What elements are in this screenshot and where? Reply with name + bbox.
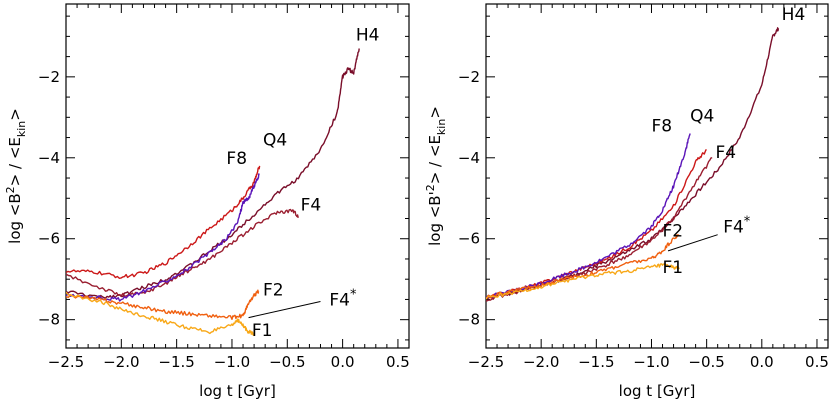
x-tick-label: 0.0 [750,353,774,371]
curve-label-f2: F2 [263,280,284,300]
y-tick-label: −4 [458,149,480,167]
series-line-f1 [66,291,255,337]
x-tick-label: −2.0 [523,353,559,371]
x-tick-label: −0.5 [688,353,724,371]
x-tick-label: −1.0 [633,353,669,371]
series-line-f2 [66,289,260,320]
x-axis-label: log t [Gyr] [199,382,276,400]
series-line-h4 [66,48,360,299]
series-line-f1 [486,263,680,300]
x-tick-label: 0.5 [805,353,829,371]
series-line-f8 [66,173,260,302]
curve-label-f8: F8 [226,149,247,169]
y-axis-label: log <B2> / <Ekin> [4,108,28,244]
y-tick-label: −8 [38,311,60,329]
curve-label-f4: F4 [715,143,736,163]
curve-label-f1: F1 [252,321,273,341]
x-tick-label: 0.0 [331,353,355,371]
curve-label-q4: Q4 [263,131,287,151]
curve-label-q4: Q4 [690,106,714,126]
x-tick-label: −2.5 [48,353,84,371]
series-line-q4 [486,149,707,299]
curve-label-f2: F2 [663,222,684,242]
y-tick-label: −2 [458,68,480,86]
series-line-f4 [66,208,300,297]
chart-panel-right: −2.5 −2.0 −1.5 −1.0 −0.5 0.0 0.5 −8 −6 −4 −2 log t … [424,3,829,400]
x-tick-label: −1.5 [158,353,194,371]
curve-label-f4: F4 [301,195,322,215]
curve-label-f4-star: F4* [723,215,751,238]
x-tick-label: −2.5 [468,353,504,371]
series-line-f8 [486,133,691,299]
y-tick-label: −6 [38,230,60,248]
x-tick-label: −1.0 [214,353,250,371]
y-axis-label: log <B'2> / <Ekin> [424,106,448,246]
leader-line-f4-star [248,300,321,319]
plot-frame [485,3,829,349]
curve-label-h4: H4 [356,25,380,45]
x-tick-label: −2.0 [103,353,139,371]
curve-label-f1: F1 [663,258,684,278]
chart-panel-left: −2.5 −2.0 −1.5 −1.0 −0.5 0.0 0.5 −8 −6 −4 −2 log t … [4,3,410,400]
curve-label-f8: F8 [651,116,672,136]
series-line-h4 [486,27,780,300]
series-line-q4 [66,165,261,279]
leader-line-f4-star [667,234,718,252]
curve-label-h4: H4 [782,5,806,25]
y-tick-label: −8 [458,311,480,329]
curve-label-f4-star: F4* [329,288,357,311]
y-tick-label: −6 [458,230,480,248]
x-tick-label: 0.5 [386,353,410,371]
x-tick-label: −1.5 [578,353,614,371]
y-tick-label: −4 [38,149,60,167]
x-axis-label: log t [Gyr] [619,382,696,400]
series-line-f2 [486,234,680,299]
plot-frame [65,3,410,349]
x-tick-label: −0.5 [269,353,305,371]
y-tick-label: −2 [38,68,60,86]
